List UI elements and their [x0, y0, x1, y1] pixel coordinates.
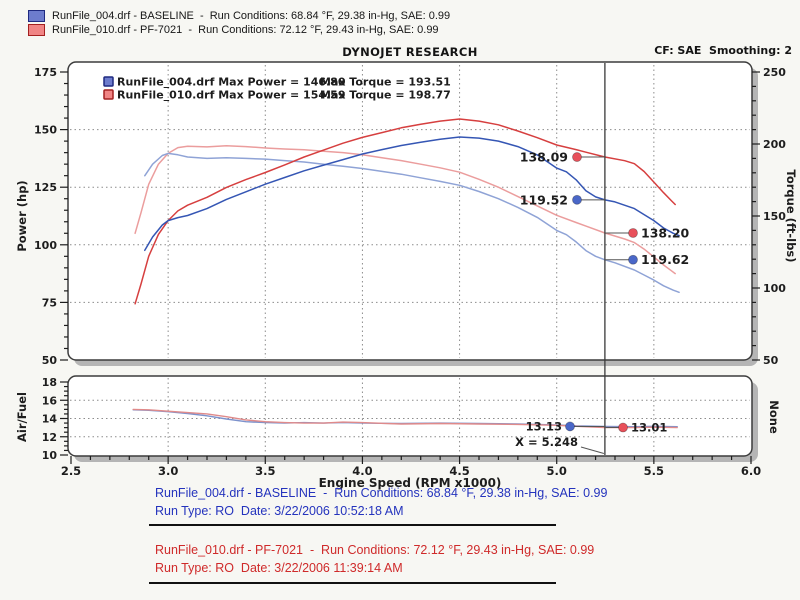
svg-text:125: 125 — [34, 181, 57, 194]
run-info-line: RunFile_010.drf - PF-7021 - Run Conditio… — [155, 543, 595, 557]
run-info-block-baseline: RunFile_004.drf - BASELINE - Run Conditi… — [155, 484, 607, 520]
run-info-line: Run Type: RO Date: 3/22/2006 11:39:14 AM — [155, 561, 403, 575]
header-legend-label: RunFile_010.drf - PF-7021 - Run Conditio… — [52, 23, 439, 36]
svg-text:50: 50 — [42, 354, 58, 367]
svg-text:5.0: 5.0 — [547, 464, 567, 478]
correction-smoothing-label: CF: SAE Smoothing: 2 — [654, 44, 792, 57]
svg-text:100: 100 — [763, 282, 786, 295]
svg-text:16: 16 — [42, 394, 58, 407]
run-color-chip-red-icon — [28, 23, 45, 36]
run-info-line: Run Type: RO Date: 3/22/2006 10:52:18 AM — [155, 504, 404, 518]
run-info-block-pf7021: RunFile_010.drf - PF-7021 - Run Conditio… — [155, 541, 594, 577]
main-chart-series — [134, 118, 680, 305]
svg-text:2.5: 2.5 — [61, 464, 81, 478]
svg-text:13.13: 13.13 — [526, 419, 562, 433]
svg-text:4.0: 4.0 — [352, 464, 372, 478]
svg-text:X = 5.248: X = 5.248 — [515, 435, 578, 449]
svg-text:5.5: 5.5 — [644, 464, 664, 478]
svg-text:14: 14 — [42, 413, 58, 426]
cursor-value-labels-airfuel: 13.13 13.01 X = 5.248 — [515, 419, 667, 454]
svg-text:Max Torque = 198.77: Max Torque = 198.77 — [320, 89, 451, 102]
header-legend-label: RunFile_004.drf - BASELINE - Run Conditi… — [52, 9, 451, 22]
svg-text:None: None — [767, 400, 781, 434]
svg-text:250: 250 — [763, 66, 786, 79]
svg-text:Air/Fuel: Air/Fuel — [15, 392, 29, 442]
svg-text:3.0: 3.0 — [158, 464, 178, 478]
cursor-value-labels-main: 138.09 119.52 138.20 119.62 — [520, 150, 690, 268]
svg-text:RunFile_010.drf Max Power = 15: RunFile_010.drf Max Power = 154.59 — [117, 89, 346, 102]
svg-text:138.20: 138.20 — [641, 225, 690, 240]
svg-text:50: 50 — [763, 354, 779, 367]
svg-text:18: 18 — [42, 376, 57, 389]
svg-text:119.62: 119.62 — [641, 252, 689, 267]
svg-text:13.01: 13.01 — [631, 421, 667, 435]
svg-text:75: 75 — [42, 296, 57, 309]
separator-line — [149, 524, 556, 526]
svg-text:4.5: 4.5 — [449, 464, 469, 478]
svg-text:Power (hp): Power (hp) — [15, 180, 29, 251]
run-color-chip-blue-icon — [28, 9, 45, 22]
svg-text:200: 200 — [763, 138, 786, 151]
header-legend-row-pf7021: RunFile_010.drf - PF-7021 - Run Conditio… — [28, 23, 439, 36]
svg-text:150: 150 — [763, 210, 786, 223]
svg-text:12: 12 — [42, 431, 57, 444]
svg-text:3.5: 3.5 — [255, 464, 275, 478]
svg-text:100: 100 — [34, 239, 57, 252]
svg-text:Engine Speed (RPM x1000): Engine Speed (RPM x1000) — [319, 476, 502, 490]
svg-text:119.52: 119.52 — [520, 192, 568, 207]
svg-text:6.0: 6.0 — [741, 464, 761, 478]
page-title: DYNOJET RESEARCH — [342, 45, 478, 59]
svg-text:175: 175 — [34, 66, 57, 79]
svg-text:10: 10 — [42, 449, 58, 462]
svg-text:150: 150 — [34, 124, 57, 137]
separator-line — [149, 582, 556, 584]
svg-text:Torque (ft-lbs): Torque (ft-lbs) — [784, 170, 798, 263]
svg-text:RunFile_004.drf Max Power = 14: RunFile_004.drf Max Power = 146.80 — [117, 76, 346, 89]
header-legend-row-baseline: RunFile_004.drf - BASELINE - Run Conditi… — [28, 9, 450, 22]
run-info-line: RunFile_004.drf - BASELINE - Run Conditi… — [155, 486, 608, 500]
svg-text:138.09: 138.09 — [520, 150, 568, 165]
svg-text:Max Torque = 193.51: Max Torque = 193.51 — [320, 76, 451, 89]
